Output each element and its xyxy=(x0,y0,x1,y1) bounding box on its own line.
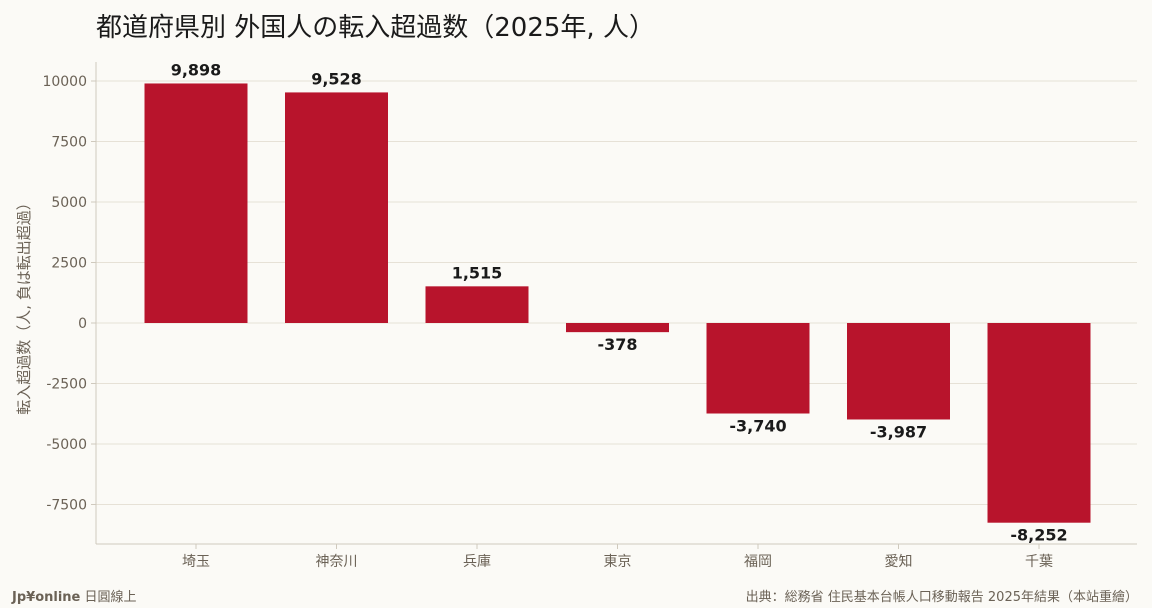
data-label: -3,987 xyxy=(870,422,927,441)
y-tick-label: 0 xyxy=(78,316,87,332)
category-label: 東京 xyxy=(604,554,632,570)
bar xyxy=(987,323,1091,523)
bar xyxy=(425,286,529,323)
y-tick-label: 7500 xyxy=(51,135,87,151)
y-tick-label: -2500 xyxy=(46,377,87,393)
bar xyxy=(706,323,810,414)
data-labels: 9,898 9,528 1,515 -378 -3,740 -3,987 -8,252 xyxy=(171,60,1068,544)
bar xyxy=(285,92,388,324)
brand-suffix: 日圓線上 xyxy=(84,590,137,605)
bar-chart: -7500 -5000 -2500 0 2500 5000 7500 10000 埼玉 神奈川 兵… xyxy=(15,13,1137,570)
bar xyxy=(566,323,669,333)
category-label: 神奈川 xyxy=(316,554,358,570)
data-label: 1,515 xyxy=(452,263,503,282)
footer-source: 出典：総務省 住民基本台帳人口移動報告 2025年結果（本站重繪） xyxy=(745,590,1138,605)
chart-title: 都道府県別 外国人の転入超過数（2025年, 人） xyxy=(96,13,655,43)
data-label: 9,898 xyxy=(171,60,222,79)
category-label: 福岡 xyxy=(744,554,772,570)
axes xyxy=(95,62,1137,545)
data-label: -3,740 xyxy=(729,417,786,436)
category-labels: 埼玉 神奈川 兵庫 東京 福岡 愛知 千葉 xyxy=(182,544,1053,570)
y-tick-label: 2500 xyxy=(51,256,87,272)
footer-brand: Jp¥online 日圓線上 xyxy=(12,586,137,605)
data-label: 9,528 xyxy=(311,69,362,88)
y-axis-label: 転入超過数（人, 負は転出超過） xyxy=(15,195,33,415)
category-label: 埼玉 xyxy=(182,554,210,570)
y-tick-label: 10000 xyxy=(42,74,87,90)
bar xyxy=(144,83,248,323)
y-tick-label: 5000 xyxy=(51,195,87,211)
data-label: -8,252 xyxy=(1010,526,1067,545)
y-tick-label: -5000 xyxy=(46,437,87,453)
bars xyxy=(144,83,1091,523)
brand-name: Jp¥online xyxy=(12,590,81,605)
y-tick-label: -7500 xyxy=(46,498,87,514)
y-tick-labels: -7500 -5000 -2500 0 2500 5000 7500 10000 xyxy=(42,74,96,514)
bar xyxy=(847,323,950,420)
category-label: 兵庫 xyxy=(463,553,491,570)
data-label: -378 xyxy=(597,335,637,354)
category-label: 千葉 xyxy=(1025,554,1053,570)
grid-lines xyxy=(96,80,1137,505)
category-label: 愛知 xyxy=(885,553,913,570)
